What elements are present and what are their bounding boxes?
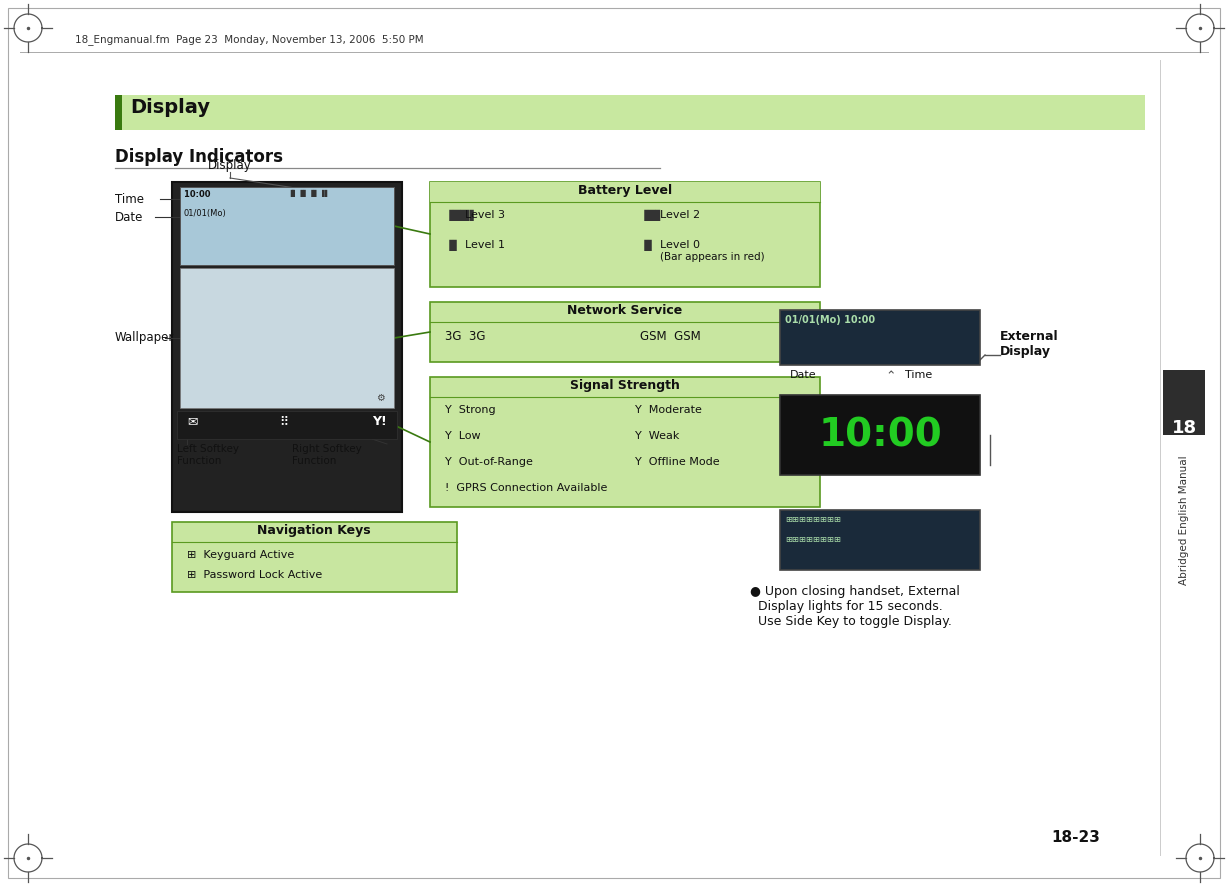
Text: Date: Date xyxy=(115,211,144,223)
Bar xyxy=(430,302,820,362)
Bar xyxy=(780,510,980,570)
Text: Display Indicators: Display Indicators xyxy=(115,148,282,166)
Text: 18_Engmanual.fm  Page 23  Monday, November 13, 2006  5:50 PM: 18_Engmanual.fm Page 23 Monday, November… xyxy=(75,35,424,45)
Text: 10:00: 10:00 xyxy=(184,190,216,199)
Text: Y  Weak: Y Weak xyxy=(635,431,679,441)
Text: Level 1: Level 1 xyxy=(465,240,505,250)
Text: 3G  3G: 3G 3G xyxy=(445,330,485,343)
Text: 18: 18 xyxy=(1172,419,1196,437)
Text: ▐▌▐▌▐▌▐▌: ▐▌▐▌▐▌▐▌ xyxy=(287,190,330,198)
Bar xyxy=(430,182,820,287)
Text: ⊞  Password Lock Active: ⊞ Password Lock Active xyxy=(187,570,322,580)
Bar xyxy=(780,395,980,475)
Bar xyxy=(780,310,980,365)
Text: ⊞⊞⊞⊞⊞⊞⊞⊞: ⊞⊞⊞⊞⊞⊞⊞⊞ xyxy=(785,515,841,524)
Text: Y  Low: Y Low xyxy=(445,431,480,441)
Bar xyxy=(1163,370,1205,435)
Text: ⊞⊞⊞⊞⊞⊞⊞⊞: ⊞⊞⊞⊞⊞⊞⊞⊞ xyxy=(785,535,841,544)
Bar xyxy=(430,182,820,202)
Text: 18-23: 18-23 xyxy=(1051,830,1100,845)
Bar xyxy=(177,411,397,439)
Text: Display: Display xyxy=(130,98,210,117)
Text: Wallpaper: Wallpaper xyxy=(115,331,174,345)
Text: ⊞  Keyguard Active: ⊞ Keyguard Active xyxy=(187,550,295,560)
Text: Date: Date xyxy=(790,370,817,380)
Text: ● Upon closing handset, External
  Display lights for 15 seconds.
  Use Side Key: ● Upon closing handset, External Display… xyxy=(750,585,960,628)
Text: Battery Level: Battery Level xyxy=(578,184,672,197)
Text: 10:00: 10:00 xyxy=(818,416,942,454)
Bar xyxy=(181,187,394,265)
Text: Time: Time xyxy=(905,370,932,380)
Text: ⚙: ⚙ xyxy=(376,393,384,403)
Text: ⠿: ⠿ xyxy=(279,415,289,428)
Text: Y  Strong: Y Strong xyxy=(445,405,496,415)
Text: GSM  GSM: GSM GSM xyxy=(640,330,701,343)
Text: ▐▌: ▐▌ xyxy=(640,240,657,252)
Text: Time: Time xyxy=(115,192,144,206)
Bar xyxy=(172,522,457,592)
Text: Y!: Y! xyxy=(372,415,387,428)
Text: Navigation Keys: Navigation Keys xyxy=(257,524,371,537)
Text: Network Service: Network Service xyxy=(567,304,683,317)
Text: Left Softkey
Function: Left Softkey Function xyxy=(177,444,239,466)
Text: ▐▌: ▐▌ xyxy=(445,240,462,252)
Text: Level 2: Level 2 xyxy=(659,210,700,220)
Text: Display: Display xyxy=(208,159,252,172)
Bar xyxy=(115,95,1144,130)
Bar xyxy=(115,95,122,130)
Text: Level 3: Level 3 xyxy=(465,210,505,220)
Text: Abridged English Manual: Abridged English Manual xyxy=(1179,455,1189,585)
Bar xyxy=(172,182,402,512)
Text: Signal Strength: Signal Strength xyxy=(570,379,680,392)
Text: (Bar appears in red): (Bar appears in red) xyxy=(659,252,765,262)
Text: Y  Out-of-Range: Y Out-of-Range xyxy=(445,457,533,467)
Text: !  GPRS Connection Available: ! GPRS Connection Available xyxy=(445,483,608,493)
Text: 01/01(Mo): 01/01(Mo) xyxy=(184,209,227,218)
Text: External
Display: External Display xyxy=(1000,330,1059,358)
Bar xyxy=(181,268,394,408)
Text: Level 0: Level 0 xyxy=(659,240,700,250)
Text: ⌃: ⌃ xyxy=(885,370,895,383)
Bar xyxy=(430,377,820,507)
Text: 01/01(Mo) 10:00: 01/01(Mo) 10:00 xyxy=(785,315,876,325)
Text: Right Softkey
Function: Right Softkey Function xyxy=(292,444,362,466)
Text: ▐█▌: ▐█▌ xyxy=(640,210,666,222)
Text: Y  Offline Mode: Y Offline Mode xyxy=(635,457,720,467)
Text: ✉: ✉ xyxy=(187,415,198,428)
Text: Y  Moderate: Y Moderate xyxy=(635,405,702,415)
Text: ▐██▌: ▐██▌ xyxy=(445,210,479,222)
